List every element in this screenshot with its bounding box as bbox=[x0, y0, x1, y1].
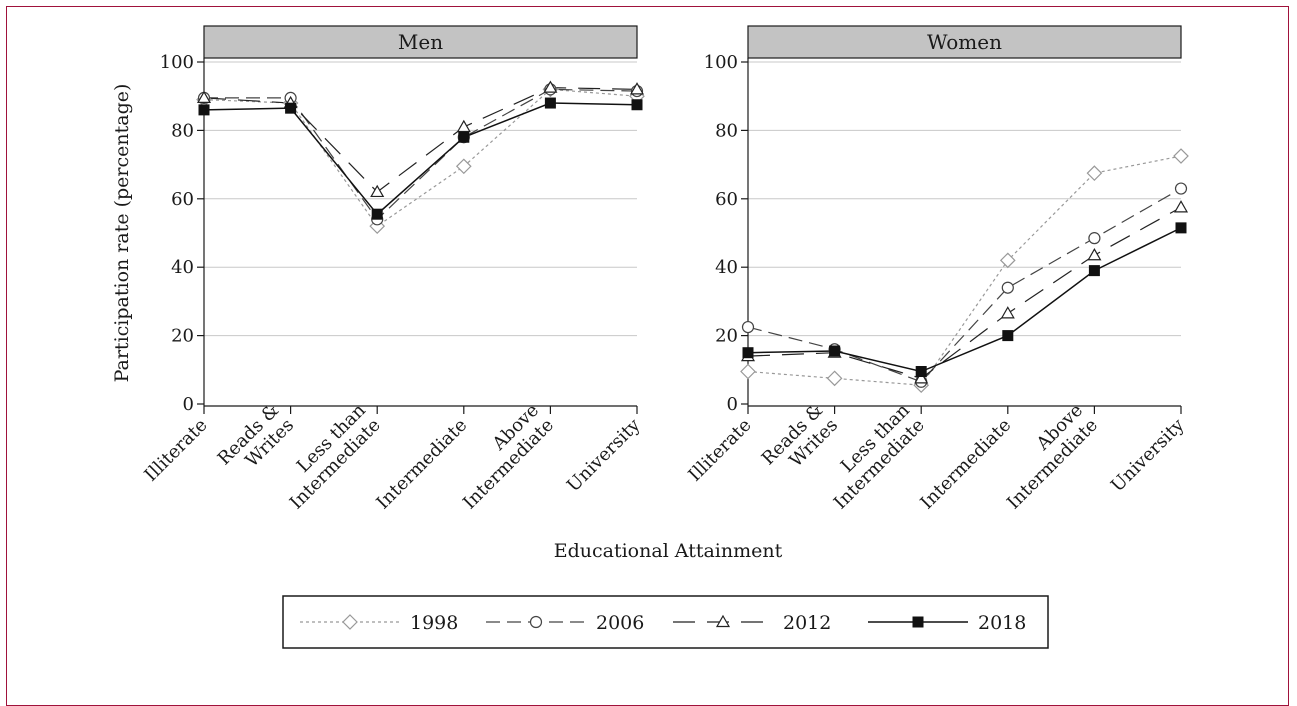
y-tick-label-women-0: 0 bbox=[727, 394, 738, 415]
series-line-women-2012 bbox=[747, 206, 1182, 380]
point-men-1998-3 bbox=[455, 158, 472, 175]
x-axis-title: Educational Attainment bbox=[554, 540, 783, 562]
y-tick-label-women-20: 20 bbox=[715, 326, 738, 347]
y-tick-label-women-80: 80 bbox=[715, 120, 738, 141]
legend-marker-2012 bbox=[715, 614, 731, 628]
legend-label-2012: 2012 bbox=[783, 612, 831, 634]
series-line-women-1998 bbox=[747, 155, 1182, 386]
point-women-2006-5 bbox=[1174, 182, 1188, 195]
point-women-1998-0 bbox=[740, 363, 756, 380]
x-tick-label-men-0: Illiterate bbox=[140, 415, 211, 486]
point-men-2012-4 bbox=[543, 80, 558, 93]
x-tick-label-women-5: University bbox=[1107, 414, 1189, 496]
y-tick-label-women-40: 40 bbox=[715, 257, 738, 278]
series-line-women-2006 bbox=[747, 188, 1182, 383]
point-women-2018-4 bbox=[1088, 265, 1100, 277]
point-women-2012-4 bbox=[1087, 248, 1102, 261]
x-tick-label-women-2: Less thanIntermediate bbox=[815, 400, 929, 514]
panel-men: Men 0 20 40 60 80 100 Illiterate Reads &WritesLe… bbox=[140, 25, 645, 514]
point-women-2006-3 bbox=[1001, 281, 1014, 294]
x-tick-label-women-3: Intermediate bbox=[916, 415, 1015, 514]
point-women-2006-4 bbox=[1088, 232, 1101, 245]
x-tick-label-women-4: AboveIntermediate bbox=[988, 400, 1102, 514]
y-tick-label-men-60: 60 bbox=[171, 189, 194, 210]
point-women-2018-5 bbox=[1175, 222, 1187, 234]
x-tick-label-line: University bbox=[1107, 414, 1189, 496]
point-women-2012-2 bbox=[914, 371, 929, 384]
point-men-2018-3 bbox=[458, 131, 470, 143]
y-tick-label-women-60: 60 bbox=[715, 189, 738, 210]
point-women-2012-3 bbox=[1000, 306, 1015, 319]
point-men-2018-4 bbox=[544, 97, 556, 109]
point-men-2012-0 bbox=[196, 90, 212, 104]
y-tick-label-men-100: 100 bbox=[160, 52, 194, 73]
x-tick-label-men-5: University bbox=[563, 414, 645, 496]
x-tick-label-line: Illiterate bbox=[140, 415, 211, 486]
series-line-women-2018 bbox=[747, 227, 1182, 373]
x-tick-label-line: Intermediate bbox=[372, 415, 471, 514]
legend-marker-2018 bbox=[912, 616, 924, 628]
legend-marker-2006 bbox=[529, 615, 543, 629]
x-tick-label-men-3: Intermediate bbox=[372, 415, 471, 514]
x-tick-label-men-1: Reads &Writes bbox=[214, 400, 298, 484]
y-tick-label-men-20: 20 bbox=[171, 326, 194, 347]
y-tick-label-men-80: 80 bbox=[171, 120, 194, 141]
point-women-2018-2 bbox=[915, 366, 927, 378]
series-line-men-2012 bbox=[203, 87, 638, 193]
x-tick-label-men-2: Less thanIntermediate bbox=[271, 400, 385, 514]
x-tick-label-line: University bbox=[563, 414, 645, 496]
point-women-1998-3 bbox=[999, 252, 1016, 269]
legend-marker-1998 bbox=[342, 614, 358, 630]
series-line-men-1998 bbox=[203, 88, 638, 227]
point-men-2012-2 bbox=[370, 184, 385, 198]
x-tick-label-men-4: AboveIntermediate bbox=[444, 400, 558, 514]
point-women-2018-1 bbox=[829, 345, 841, 357]
x-tick-label-line: Intermediate bbox=[916, 415, 1015, 514]
point-men-2012-3 bbox=[456, 119, 471, 133]
x-tick-label-line: Illiterate bbox=[684, 415, 755, 486]
point-men-2012-5 bbox=[629, 82, 645, 95]
strip-women bbox=[747, 25, 1182, 59]
point-men-2018-1 bbox=[285, 102, 297, 114]
x-tick-label-women-1: Reads &Writes bbox=[758, 400, 842, 484]
point-men-2018-0 bbox=[198, 104, 210, 116]
point-men-2018-5 bbox=[631, 99, 643, 111]
panel-women: Women 0 20 40 60 80 100 Illiterate Reads &Writes… bbox=[684, 25, 1189, 514]
legend-label-2018: 2018 bbox=[978, 612, 1026, 634]
y-tick-label-men-40: 40 bbox=[171, 257, 194, 278]
series-line-men-2018 bbox=[203, 102, 638, 216]
point-women-2018-3 bbox=[1002, 330, 1014, 342]
x-tick-label-women-0: Illiterate bbox=[684, 415, 755, 486]
point-women-1998-1 bbox=[826, 370, 843, 387]
legend-label-1998: 1998 bbox=[410, 612, 458, 634]
y-tick-label-men-0: 0 bbox=[183, 394, 194, 415]
point-women-1998-5 bbox=[1173, 148, 1189, 164]
legend-label-2006: 2006 bbox=[596, 612, 644, 634]
panel-title-women: Women bbox=[927, 30, 1002, 54]
strip-men bbox=[203, 25, 638, 59]
panel-title-men: Men bbox=[398, 30, 443, 54]
point-women-2006-0 bbox=[741, 320, 755, 334]
legend: 1998 2006 2012 2018 bbox=[282, 595, 1049, 649]
y-axis-title: Participation rate (percentage) bbox=[111, 84, 133, 383]
point-women-2018-0 bbox=[742, 347, 754, 359]
point-women-1998-4 bbox=[1086, 165, 1103, 181]
series-line-men-2006 bbox=[204, 88, 638, 221]
point-men-2018-2 bbox=[371, 208, 383, 220]
point-women-2012-5 bbox=[1173, 200, 1189, 213]
y-tick-label-women-100: 100 bbox=[704, 52, 738, 73]
